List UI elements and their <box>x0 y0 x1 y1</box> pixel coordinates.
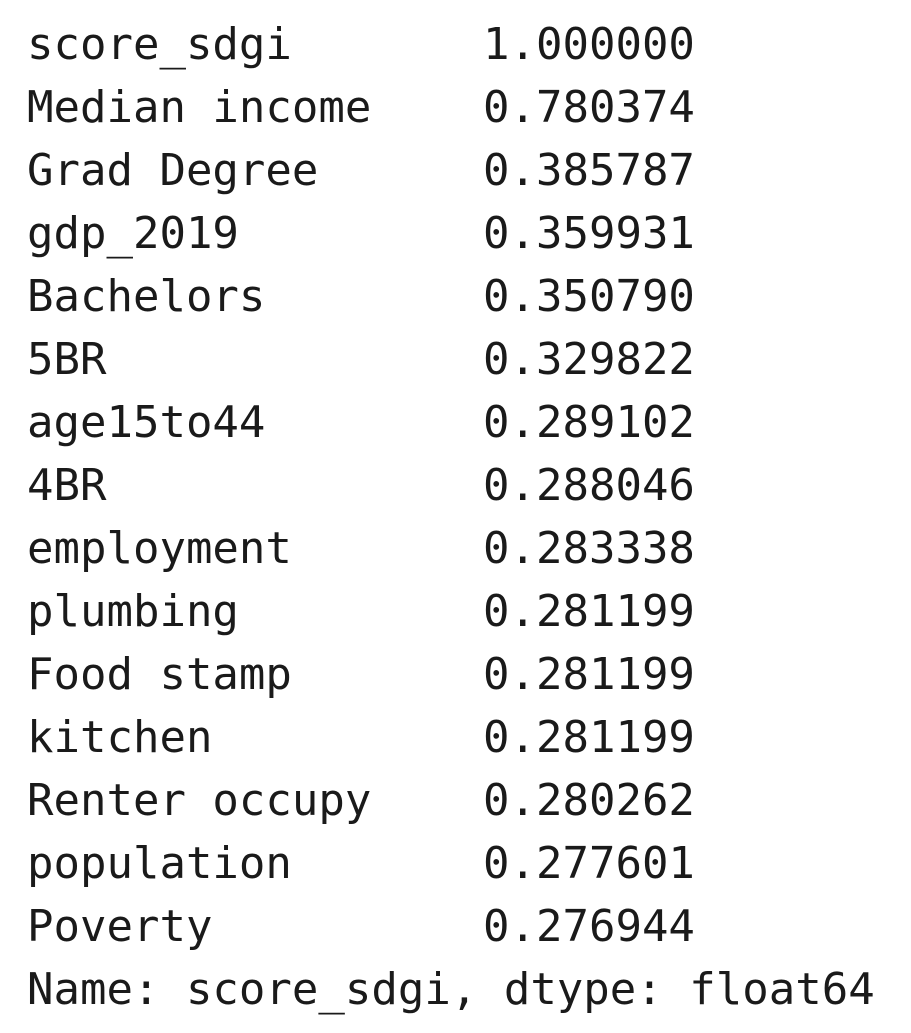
index-label: 5BR <box>27 334 107 385</box>
index-label: Grad Degree <box>27 145 319 196</box>
value: 0.359931 <box>483 208 695 259</box>
series-footer: Name: score_sdgi, dtype: float64 <box>27 964 875 1015</box>
index-label: Food stamp <box>27 649 292 700</box>
index-label: Bachelors <box>27 271 266 322</box>
value: 1.000000 <box>483 19 695 70</box>
value: 0.780374 <box>483 82 695 133</box>
index-label: Renter occupy <box>27 775 372 826</box>
index-label: 4BR <box>27 460 107 511</box>
value: 0.283338 <box>483 523 695 574</box>
value: 0.276944 <box>483 901 695 952</box>
index-label: Poverty <box>27 901 213 952</box>
index-label: score_sdgi <box>27 19 292 70</box>
index-label: Median income <box>27 82 372 133</box>
value: 0.280262 <box>483 775 695 826</box>
index-label: plumbing <box>27 586 239 637</box>
value: 0.329822 <box>483 334 695 385</box>
index-label: employment <box>27 523 292 574</box>
value: 0.281199 <box>483 586 695 637</box>
value: 0.350790 <box>483 271 695 322</box>
index-label: age15to44 <box>27 397 266 448</box>
value: 0.281199 <box>483 649 695 700</box>
value: 0.385787 <box>483 145 695 196</box>
index-label: population <box>27 838 292 889</box>
index-label: kitchen <box>27 712 213 763</box>
value: 0.277601 <box>483 838 695 889</box>
value: 0.289102 <box>483 397 695 448</box>
value: 0.281199 <box>483 712 695 763</box>
index-label: gdp_2019 <box>27 208 239 259</box>
value: 0.288046 <box>483 460 695 511</box>
